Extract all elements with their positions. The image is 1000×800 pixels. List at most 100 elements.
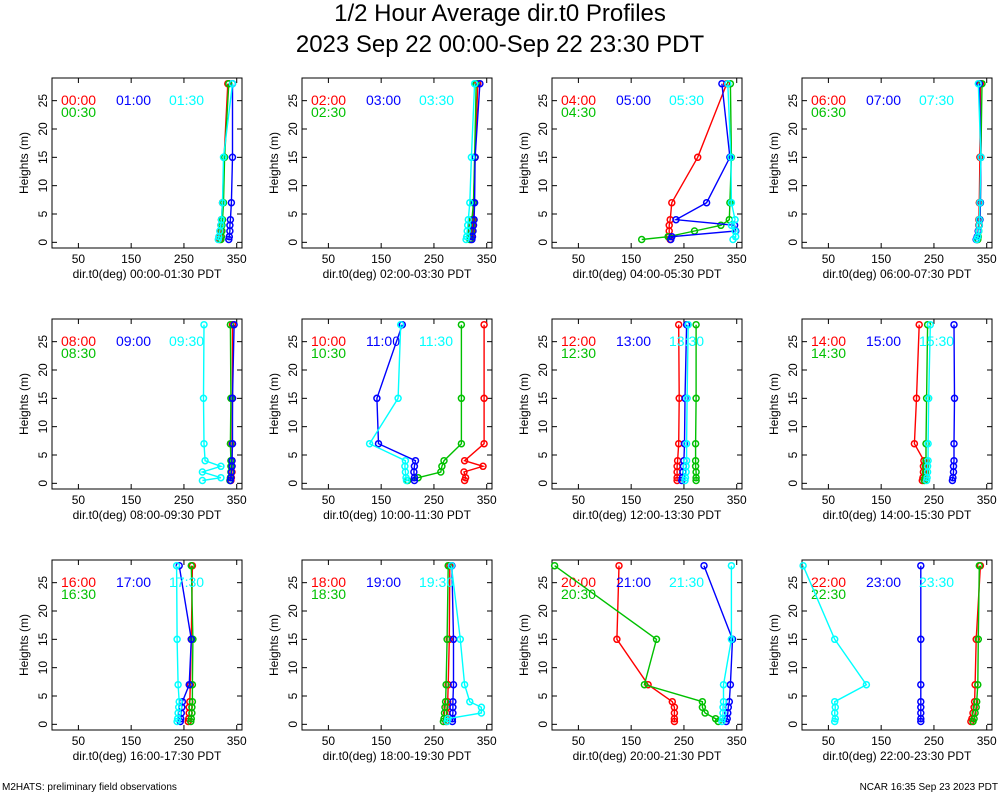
data-point	[460, 468, 468, 476]
data-point	[693, 153, 702, 162]
data-point	[449, 697, 457, 706]
y-tick-label: 25	[36, 94, 50, 108]
data-point	[915, 320, 923, 329]
legend-label: 12:30	[561, 345, 596, 361]
panel-6: 50 150 250 350 0 5 10 15 20 25 Heights (m) dir.t0(d…	[267, 318, 497, 522]
data-point	[457, 439, 466, 448]
data-point	[449, 635, 458, 644]
series-line-1930	[446, 565, 483, 722]
x-tick-label: 150	[621, 493, 641, 507]
x-tick-label: 250	[674, 252, 694, 266]
legend-label: 18:00	[311, 574, 346, 590]
y-tick-label: 0	[786, 480, 800, 487]
x-tick-label: 250	[174, 734, 194, 748]
panel-4: 50 150 250 350 0 5 10 15 20 25 Heights (m) dir.t0(d…	[767, 77, 997, 281]
data-point	[975, 215, 984, 224]
data-point	[726, 680, 735, 689]
y-tick-label: 10	[36, 661, 50, 675]
legend-label: 04:30	[561, 104, 596, 120]
data-point	[225, 235, 233, 244]
data-point	[701, 709, 709, 717]
data-point	[365, 439, 374, 448]
data-point	[457, 394, 466, 403]
plot-frame	[301, 318, 493, 490]
data-point	[456, 635, 465, 644]
y-tick-label: 20	[536, 604, 550, 618]
y-tick-label: 0	[786, 721, 800, 728]
data-point	[924, 456, 932, 465]
x-tick-label: 50	[572, 734, 586, 748]
y-axis-label: Heights (m)	[767, 373, 781, 435]
data-point	[974, 635, 983, 644]
data-point	[226, 215, 235, 224]
y-tick-label: 10	[36, 179, 50, 193]
data-point	[692, 476, 700, 485]
data-point	[862, 680, 871, 689]
x-tick-label: 150	[621, 252, 641, 266]
data-point	[228, 439, 237, 448]
legend-label: 22:30	[811, 586, 846, 602]
x-tick-label: 250	[924, 493, 944, 507]
data-point	[672, 215, 680, 224]
data-point	[974, 79, 983, 88]
y-tick-label: 5	[786, 692, 800, 699]
data-point	[217, 473, 225, 482]
y-tick-label: 5	[536, 692, 550, 699]
data-point	[668, 697, 677, 706]
y-tick-label: 15	[36, 391, 50, 405]
y-tick-label: 5	[36, 210, 50, 217]
legend-label: 19:00	[366, 574, 401, 590]
data-point	[727, 221, 736, 230]
y-tick-label: 15	[536, 391, 550, 405]
y-axis-label: Heights (m)	[17, 132, 31, 194]
y-axis-label: Heights (m)	[517, 373, 531, 435]
y-tick-label: 0	[286, 480, 300, 487]
plot-frame	[51, 559, 243, 731]
legend-label: 01:30	[169, 92, 204, 108]
data-point	[719, 680, 728, 689]
x-tick-label: 150	[121, 734, 141, 748]
x-axis-label: dir.t0(deg) 06:00-07:30 PDT	[823, 267, 972, 281]
x-tick-label: 350	[227, 734, 247, 748]
legend-label: 09:30	[169, 333, 204, 349]
plot-frame	[801, 318, 993, 490]
x-tick-label: 50	[572, 493, 586, 507]
panel-11: 50 150 250 350 0 5 10 15 20 25 Heights (m) dir.t0(d…	[517, 559, 747, 763]
x-axis-label: dir.t0(deg) 12:00-13:30 PDT	[573, 508, 722, 522]
y-tick-label: 15	[786, 391, 800, 405]
x-axis-label: dir.t0(deg) 08:00-09:30 PDT	[73, 508, 222, 522]
y-tick-label: 10	[286, 661, 300, 675]
data-point	[691, 439, 700, 448]
data-point	[185, 680, 193, 689]
x-tick-label: 250	[674, 493, 694, 507]
legend-label: 20:00	[561, 574, 596, 590]
y-tick-label: 10	[36, 420, 50, 434]
data-point	[228, 153, 237, 162]
y-tick-label: 25	[36, 335, 50, 349]
x-axis-label: dir.t0(deg) 20:00-21:30 PDT	[573, 749, 722, 763]
y-axis-label: Heights (m)	[267, 373, 281, 435]
x-tick-label: 350	[977, 493, 997, 507]
data-point	[924, 439, 932, 448]
panel-10: 50 150 250 350 0 5 10 15 20 25 Heights (m) dir.t0(d…	[267, 559, 497, 763]
legend-label: 23:30	[919, 574, 954, 590]
data-point	[402, 476, 411, 485]
data-point	[684, 320, 692, 329]
x-tick-label: 50	[572, 252, 586, 266]
data-point	[460, 456, 469, 465]
data-point	[460, 680, 469, 689]
data-point	[444, 561, 452, 570]
data-point	[550, 561, 559, 570]
data-point	[917, 680, 925, 689]
x-tick-label: 250	[174, 493, 194, 507]
y-tick-label: 5	[536, 451, 550, 458]
legend-label: 21:30	[669, 574, 704, 590]
data-point	[652, 635, 661, 644]
data-point	[974, 680, 982, 689]
data-point	[917, 717, 925, 726]
legend-label: 08:30	[61, 345, 96, 361]
data-point	[702, 198, 711, 207]
y-tick-label: 0	[286, 239, 300, 246]
x-tick-label: 50	[72, 493, 86, 507]
y-tick-label: 25	[286, 576, 300, 590]
